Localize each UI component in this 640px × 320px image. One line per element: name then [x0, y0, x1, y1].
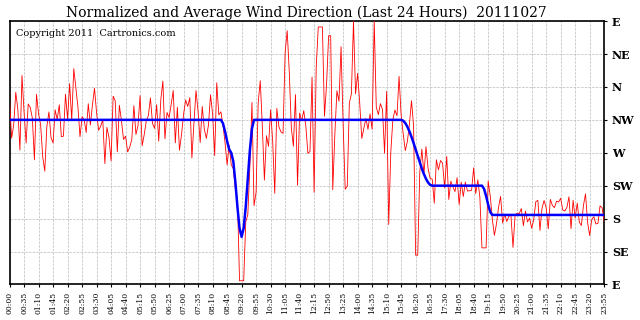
Title: Normalized and Average Wind Direction (Last 24 Hours)  20111027: Normalized and Average Wind Direction (L… — [67, 5, 547, 20]
Text: Copyright 2011  Cartronics.com: Copyright 2011 Cartronics.com — [15, 29, 175, 38]
